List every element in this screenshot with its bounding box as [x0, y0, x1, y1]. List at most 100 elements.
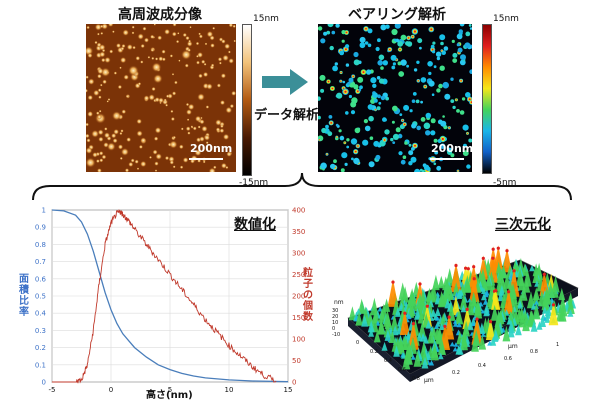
- right-colorbar: [482, 24, 492, 174]
- surface-spike: [414, 307, 421, 320]
- surface-spike: [450, 262, 462, 293]
- surface-spike: [491, 287, 501, 310]
- x-tick-label: 5: [168, 386, 172, 394]
- surface-peak: [488, 320, 493, 324]
- three-d-z-tick: -10: [332, 332, 340, 338]
- surface-spike: [428, 360, 435, 366]
- surface-spike: [397, 338, 405, 355]
- surface-spike: [392, 325, 399, 336]
- surface-spike: [437, 275, 445, 289]
- three-d-x-tick: 0.6: [398, 367, 406, 373]
- surface-spike: [460, 334, 468, 351]
- y-right-tick-label: 300: [292, 250, 305, 258]
- three-d-z-tick: 20: [332, 314, 338, 320]
- data-analysis-label: データ解析: [254, 108, 320, 123]
- surface-spike: [427, 328, 435, 344]
- particle-count-line: [52, 209, 277, 384]
- surface-spike: [398, 295, 406, 310]
- surface-spike: [490, 304, 499, 321]
- surface-spike: [453, 342, 459, 347]
- surface-spike: [478, 334, 487, 350]
- y-left-tick-label: 0.9: [35, 224, 46, 232]
- surface-peak: [491, 256, 495, 260]
- surface-spike: [377, 306, 383, 312]
- y-left-tick-label: 0.2: [35, 344, 46, 352]
- y-left-tick-label: 0.4: [35, 310, 47, 318]
- surface-peak: [418, 282, 422, 286]
- three-d-title: 三次元化: [495, 217, 551, 233]
- surface-spike: [471, 336, 479, 352]
- surface-spike: [383, 322, 392, 338]
- y-left-tick-label: 0.6: [35, 275, 47, 283]
- bearing-analysis-image: 200nm: [318, 24, 472, 172]
- three-d-z-tick: 0: [332, 326, 335, 332]
- surface-spike: [435, 316, 441, 321]
- surface-peak: [472, 277, 476, 281]
- surface-peak: [507, 290, 511, 294]
- surface-spike: [502, 325, 511, 342]
- surface-spike: [483, 307, 490, 317]
- y-left-tick-label: 0.5: [35, 293, 46, 301]
- surface-peak: [496, 246, 500, 250]
- surface-spike: [371, 307, 380, 324]
- surface-spike: [482, 298, 489, 305]
- area-ratio-label: 面積比率: [19, 274, 29, 318]
- three-d-z-tick: 10: [332, 320, 338, 326]
- left-scalebar-label: 200nm: [190, 142, 233, 155]
- surface-spike: [434, 324, 440, 330]
- y-right-tick-label: 350: [292, 228, 305, 236]
- surface-spike: [368, 328, 375, 337]
- right-scalebar: [430, 158, 464, 160]
- left-scalebar: [189, 158, 223, 160]
- surface-peak: [505, 249, 509, 253]
- three-d-z-label: nm: [334, 299, 344, 306]
- y-right-tick-label: 400: [292, 207, 305, 215]
- surface-spike: [469, 275, 480, 303]
- area-ratio-line: [51, 209, 289, 383]
- surface-spike: [357, 298, 366, 314]
- surface-spike: [413, 350, 422, 367]
- surface-spike: [539, 315, 546, 327]
- right-image-title: ベアリング解析: [348, 7, 446, 23]
- surface-spike: [466, 298, 475, 316]
- surface-peak: [475, 317, 479, 321]
- y-left-tick-label: 1: [42, 207, 46, 215]
- surface-spike: [373, 330, 381, 343]
- surface-wall: [348, 318, 410, 382]
- three-d-y-tick: 0.4: [478, 363, 486, 369]
- surface-spike: [434, 307, 441, 316]
- surface-spike: [430, 308, 437, 317]
- surface-spike: [544, 315, 551, 323]
- surface-spike: [366, 311, 375, 327]
- surface-spike: [384, 329, 392, 341]
- surface-spike: [471, 316, 483, 345]
- surface-spike: [497, 290, 504, 302]
- surface-peak: [551, 303, 556, 307]
- surface-spike: [478, 322, 486, 334]
- surface-spike: [367, 320, 375, 333]
- surface-spike: [438, 323, 445, 330]
- curly-brace: [32, 172, 572, 201]
- surface-spike: [452, 282, 460, 296]
- surface-spike: [384, 314, 393, 329]
- y-right-tick-label: 100: [292, 336, 305, 344]
- surface-spike: [532, 291, 540, 305]
- three-d-surface-view: 30 20 10 0 -10 nm 0 0.2 0.4 0.6 0.8 μm 0.2 0.4 0.6 0.8 1…: [330, 218, 590, 398]
- surface-spike: [420, 349, 429, 365]
- surface-peak: [512, 269, 516, 273]
- right-arrow-icon: [262, 69, 308, 95]
- y-right-tick-label: 50: [292, 357, 301, 365]
- surface-peak: [465, 307, 469, 311]
- surface-spike: [381, 341, 388, 351]
- surface-spike: [429, 284, 439, 303]
- x-tick-label: 10: [225, 386, 234, 394]
- surface-spike: [526, 291, 535, 309]
- surface-spike: [361, 314, 369, 327]
- surface-spike: [503, 288, 514, 315]
- surface-spike: [348, 306, 357, 321]
- surface-spike: [480, 332, 486, 337]
- surface-spike: [432, 274, 440, 291]
- three-d-y-tick: 1: [556, 342, 559, 348]
- surface-spike: [421, 356, 429, 369]
- three-d-y-tick: 0.8: [530, 349, 538, 355]
